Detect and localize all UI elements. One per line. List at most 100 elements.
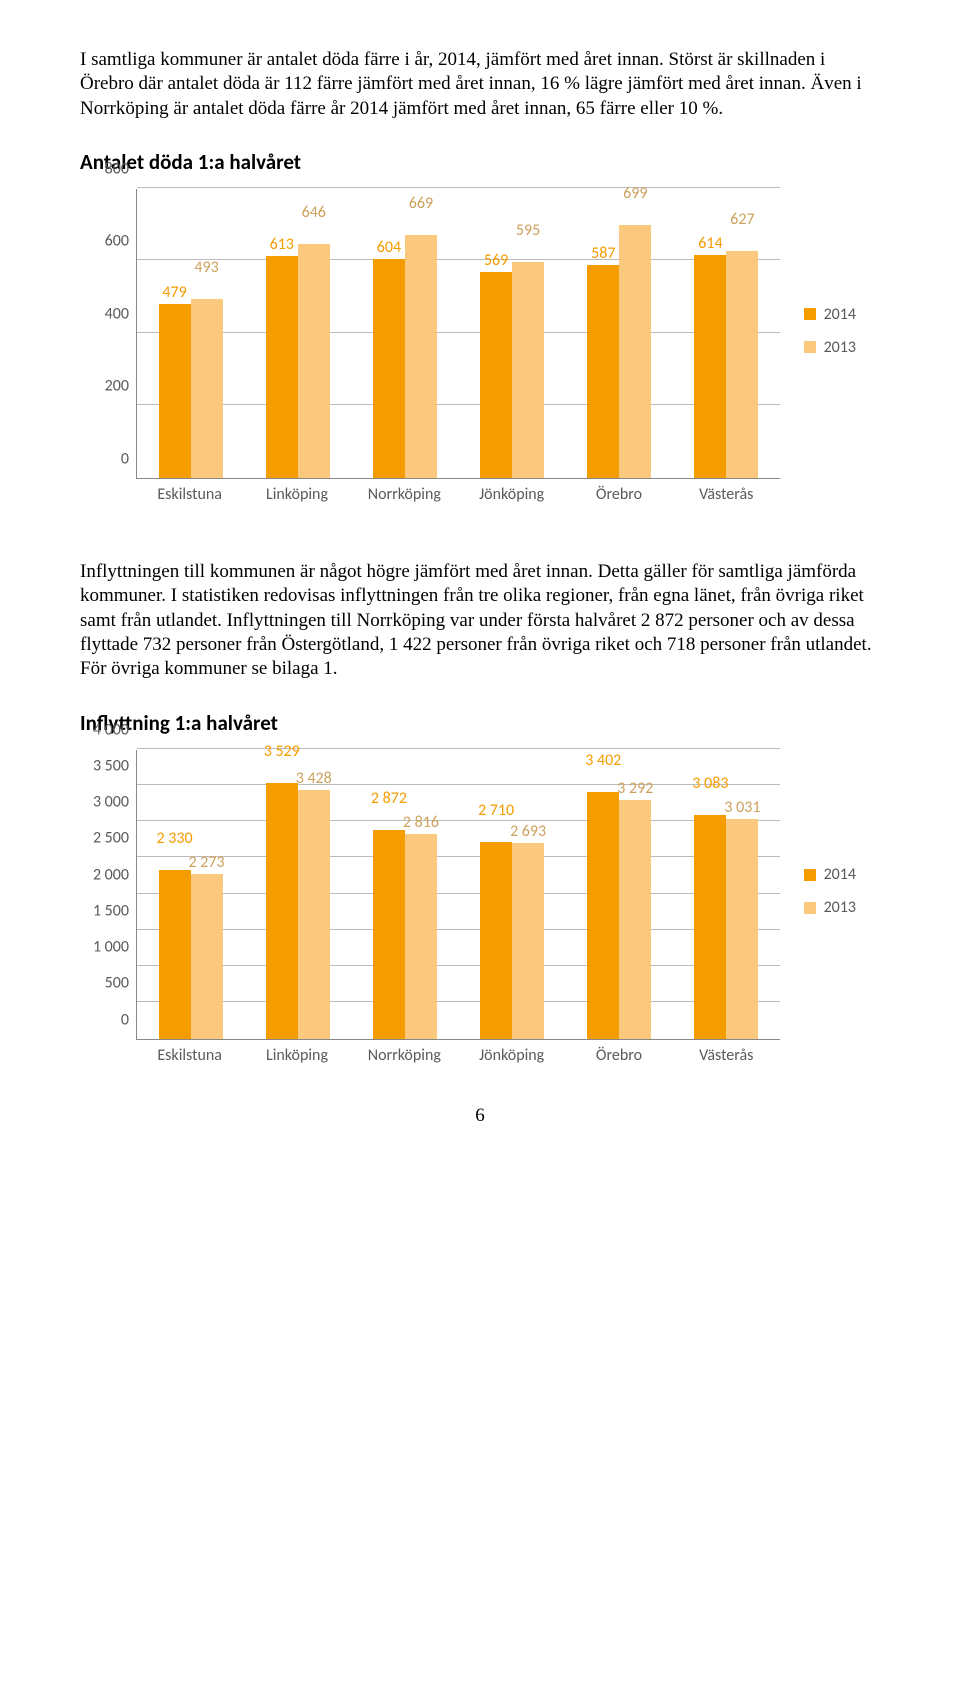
legend-swatch: [804, 341, 816, 353]
chart-bar-label: 669: [409, 194, 433, 213]
chart-bar-label: 2 710: [478, 801, 514, 820]
chart-bar-label: 3 292: [617, 779, 653, 798]
chart-x-label: Västerås: [673, 1046, 780, 1065]
chart-inflow-body: 05001 0001 5002 0002 5003 0003 5004 0002…: [80, 750, 860, 1065]
chart-legend: 2014 2013: [804, 305, 856, 371]
chart-y-tick: 0: [87, 1010, 129, 1029]
chart-deaths-title: Antalet döda 1:a halvåret: [80, 149, 860, 175]
chart-bar-label: 627: [730, 210, 754, 229]
chart-inflow-title: Inflyttning 1:a halvåret: [80, 710, 860, 736]
legend-label: 2014: [824, 865, 856, 884]
chart-bar-label: 595: [516, 221, 540, 240]
chart-group: 587699: [566, 225, 673, 478]
chart-y-tick: 0: [87, 449, 129, 468]
chart-x-label: Linköping: [243, 485, 350, 504]
chart-bar-label: 646: [302, 203, 326, 222]
chart-x-label: Linköping: [243, 1046, 350, 1065]
legend-item: 2014: [804, 305, 856, 324]
chart-bar: 604: [373, 259, 405, 478]
chart-inflow: Inflyttning 1:a halvåret 05001 0001 5002…: [80, 710, 860, 1065]
chart-group: 2 8722 816: [351, 830, 458, 1038]
chart-bar-label: 479: [162, 283, 186, 302]
legend-item: 2014: [804, 865, 856, 884]
chart-group: 604669: [351, 235, 458, 478]
chart-bar-label: 2 273: [189, 853, 225, 872]
chart-bar-label: 699: [623, 184, 647, 203]
chart-bar-label: 2 693: [510, 822, 546, 841]
chart-bar: 493: [191, 299, 223, 478]
chart-group: 479493: [137, 299, 244, 478]
chart-bar: 627: [726, 251, 758, 478]
chart-y-tick: 3 500: [87, 756, 129, 775]
chart-bar: 3 402: [587, 792, 619, 1039]
chart-bar: 3 292: [619, 800, 651, 1039]
paragraph-2: Inflyttningen till kommunen är något hög…: [80, 560, 880, 682]
chart-y-tick: 1 500: [87, 901, 129, 920]
legend-item: 2013: [804, 898, 856, 917]
chart-y-tick: 600: [87, 232, 129, 251]
chart-x-label: Örebro: [565, 485, 672, 504]
chart-deaths: Antalet döda 1:a halvåret 0 200 400 600 800 2…: [80, 149, 860, 504]
chart-bar: 2 693: [512, 843, 544, 1038]
chart-bar: 479: [159, 304, 191, 478]
legend-label: 2014: [824, 305, 856, 324]
chart-bar-label: 3 402: [585, 751, 621, 770]
chart-y-tick: 400: [87, 304, 129, 323]
chart-x-label: Norrköping: [351, 485, 458, 504]
chart-gridline: [137, 187, 780, 188]
chart-bar: 699: [619, 225, 651, 478]
chart-gridline: [137, 748, 780, 749]
chart-bar-label: 3 083: [692, 774, 728, 793]
chart-groups: 2 3302 2733 5293 4282 8722 8162 7102 693…: [137, 750, 780, 1039]
chart-bar-label: 587: [591, 244, 615, 263]
chart-bar-label: 604: [377, 238, 401, 257]
legend-swatch: [804, 308, 816, 320]
legend-item: 2013: [804, 338, 856, 357]
chart-bar: 2 816: [405, 834, 437, 1038]
chart-group: 3 5293 428: [244, 783, 351, 1039]
chart-bar-label: 3 529: [264, 742, 300, 761]
chart-bar-label: 613: [270, 235, 294, 254]
chart-bar: 2 872: [373, 830, 405, 1038]
chart-bar-label: 3 428: [296, 769, 332, 788]
legend-swatch: [804, 869, 816, 881]
chart-group: 2 7102 693: [459, 842, 566, 1038]
chart-bar: 569: [480, 272, 512, 478]
chart-bar: 3 529: [266, 783, 298, 1039]
chart-x-label: Eskilstuna: [136, 1046, 243, 1065]
chart-y-tick: 3 000: [87, 793, 129, 812]
chart-bar-label: 2 872: [371, 789, 407, 808]
chart-y-tick: 200: [87, 377, 129, 396]
chart-y-tick: 800: [87, 159, 129, 178]
chart-x-label: Jönköping: [458, 485, 565, 504]
chart-bar-label: 569: [484, 251, 508, 270]
chart-bar-label: 614: [698, 234, 722, 253]
legend-label: 2013: [824, 898, 856, 917]
chart-bar: 646: [298, 244, 330, 478]
chart-y-tick: 2 000: [87, 865, 129, 884]
chart-group: 3 4023 292: [566, 792, 673, 1039]
chart-group: 3 0833 031: [673, 815, 780, 1039]
chart-bar-label: 493: [194, 258, 218, 277]
chart-bar-label: 2 816: [403, 813, 439, 832]
chart-bar: 613: [266, 256, 298, 478]
chart-x-label: Eskilstuna: [136, 485, 243, 504]
chart-bar-label: 3 031: [724, 798, 760, 817]
chart-x-label: Örebro: [565, 1046, 672, 1065]
chart-deaths-body: 0200400600800201420134794936136466046695…: [80, 189, 860, 504]
chart-legend: 2014 2013: [804, 865, 856, 931]
page-number: 6: [80, 1105, 880, 1127]
chart-bar: 2 710: [480, 842, 512, 1038]
legend-label: 2013: [824, 338, 856, 357]
chart-bar: 2 273: [191, 874, 223, 1039]
chart-y-tick: 4 000: [87, 720, 129, 739]
chart-bar: 587: [587, 265, 619, 478]
chart-group: 2 3302 273: [137, 870, 244, 1039]
chart-group: 569595: [459, 262, 566, 478]
chart-bar: 3 031: [726, 819, 758, 1039]
chart-x-label: Västerås: [673, 485, 780, 504]
chart-y-tick: 2 500: [87, 829, 129, 848]
paragraph-1: I samtliga kommuner är antalet döda färr…: [80, 48, 880, 121]
chart-bar: 3 428: [298, 790, 330, 1039]
chart-x-label: Norrköping: [351, 1046, 458, 1065]
